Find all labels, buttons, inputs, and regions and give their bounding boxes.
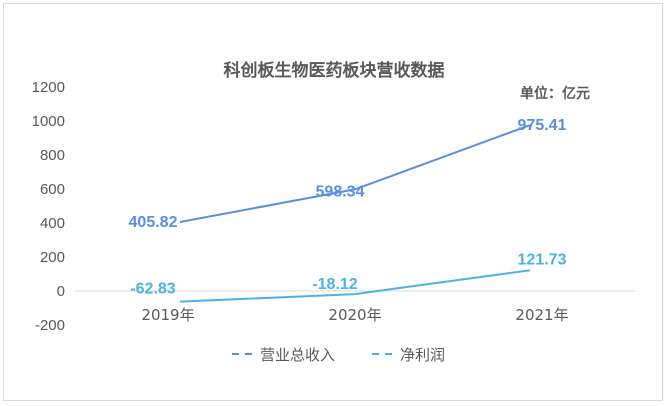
data-label: -18.12 [312,276,357,293]
x-tick-label: 2020年 [328,306,381,324]
legend-label: 净利润 [400,346,445,364]
y-tick-label: 600 [40,181,65,198]
unit-label: 单位：亿元 [520,85,590,102]
y-tick-label: 1200 [32,79,65,96]
legend-item[interactable]: 营业总收入 [232,346,335,364]
y-tick-label: -200 [35,317,65,334]
y-tick-label: 200 [40,249,65,266]
data-label: 121.73 [518,251,567,268]
legend-item[interactable]: 净利润 [372,346,445,364]
y-tick-label: 0 [57,283,65,300]
y-tick-label: 400 [40,215,65,232]
x-tick-label: 2021年 [515,306,568,324]
data-label: 975.41 [518,117,567,134]
legend-label: 营业总收入 [260,346,335,364]
data-label: -62.83 [130,281,175,298]
chart-title: 科创板生物医药板块营收数据 [224,60,445,81]
y-tick-label: 800 [40,147,65,164]
y-tick-label: 1000 [32,113,65,130]
data-label: 598.34 [316,183,365,200]
series-line-net-profit [179,269,531,303]
chart-border [3,3,663,401]
x-tick-label: 2019年 [141,306,194,324]
series-line-revenue [179,124,531,223]
data-label: 405.82 [129,214,178,231]
